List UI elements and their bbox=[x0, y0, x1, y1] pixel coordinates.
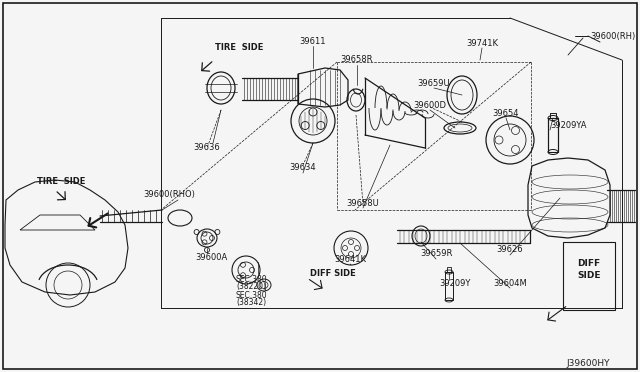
Bar bbox=[550, 113, 556, 118]
Text: 39634: 39634 bbox=[290, 164, 316, 173]
Text: J39600HY: J39600HY bbox=[566, 359, 610, 368]
Text: SIDE: SIDE bbox=[577, 270, 601, 279]
Text: 39604M: 39604M bbox=[493, 279, 527, 288]
Text: TIRE  SIDE: TIRE SIDE bbox=[215, 42, 264, 51]
Text: 39641K: 39641K bbox=[334, 254, 366, 263]
Text: 39611: 39611 bbox=[300, 38, 326, 46]
Text: 39654: 39654 bbox=[493, 109, 519, 118]
Text: 39658U: 39658U bbox=[347, 199, 380, 208]
Text: SEC.380: SEC.380 bbox=[235, 291, 267, 299]
Text: 39636: 39636 bbox=[194, 144, 220, 153]
Text: 39741K: 39741K bbox=[466, 38, 498, 48]
Bar bbox=[447, 267, 451, 272]
Text: 39600(RH): 39600(RH) bbox=[590, 32, 636, 41]
Bar bbox=[445, 272, 453, 300]
Text: DIFF SIDE: DIFF SIDE bbox=[310, 269, 356, 278]
Text: 39658R: 39658R bbox=[340, 55, 373, 64]
Text: DIFF: DIFF bbox=[577, 259, 600, 267]
Text: (38342): (38342) bbox=[236, 298, 266, 307]
Text: 39626: 39626 bbox=[497, 246, 524, 254]
Bar bbox=[563, 242, 615, 310]
Text: (38220): (38220) bbox=[236, 282, 266, 292]
Text: 39209YA: 39209YA bbox=[550, 122, 586, 131]
Text: 39209Y: 39209Y bbox=[439, 279, 470, 289]
Text: 39659U: 39659U bbox=[418, 78, 451, 87]
Text: TIRE  SIDE: TIRE SIDE bbox=[37, 176, 85, 186]
Text: 39659R: 39659R bbox=[420, 250, 452, 259]
Text: 39600(RHO): 39600(RHO) bbox=[143, 190, 195, 199]
Bar bbox=[548, 118, 558, 152]
Text: 39600A: 39600A bbox=[195, 253, 227, 262]
Text: SEC.380: SEC.380 bbox=[235, 276, 267, 285]
Text: 39600D: 39600D bbox=[413, 100, 447, 109]
